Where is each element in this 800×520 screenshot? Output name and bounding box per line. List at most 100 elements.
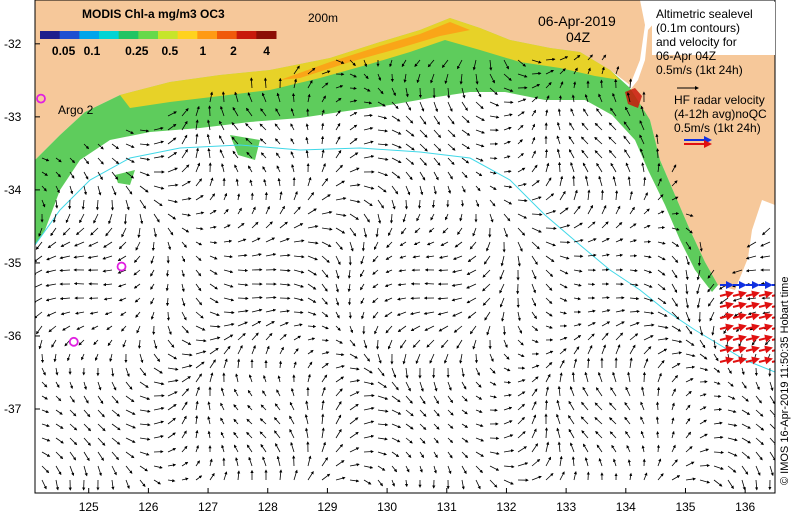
velocity-arrow (151, 241, 155, 252)
velocity-arrow (503, 227, 508, 238)
velocity-arrow (629, 322, 640, 327)
velocity-arrow (278, 360, 283, 369)
velocity-arrow (447, 157, 455, 165)
velocity-arrow (321, 283, 328, 292)
velocity-arrow (598, 175, 603, 187)
velocity-arrow (377, 143, 389, 147)
velocity-arrow (117, 269, 127, 274)
velocity-arrow (489, 156, 498, 160)
velocity-arrow (363, 185, 375, 190)
altimetry-line-1: Altimetric sealevel (656, 7, 753, 21)
velocity-arrow (125, 143, 135, 148)
velocity-arrow (335, 364, 345, 369)
velocity-arrow (601, 321, 611, 327)
velocity-arrow (321, 362, 329, 369)
velocity-arrow (517, 325, 522, 334)
velocity-arrow (347, 269, 351, 279)
velocity-arrow (596, 162, 603, 173)
velocity-arrow (545, 325, 553, 329)
velocity-arrow (746, 241, 757, 248)
velocity-arrow (584, 175, 589, 187)
velocity-arrow (167, 339, 175, 348)
velocity-arrow (545, 177, 552, 187)
velocity-arrow (424, 282, 435, 286)
velocity-arrow (107, 339, 113, 347)
velocity-arrow (221, 163, 225, 173)
velocity-arrow (349, 199, 361, 204)
velocity-arrow (347, 283, 351, 293)
velocity-arrow (150, 269, 155, 277)
velocity-arrow (349, 353, 358, 359)
velocity-arrow (601, 253, 610, 257)
velocity-arrow (50, 227, 57, 237)
velocity-arrow (321, 163, 326, 173)
velocity-arrow (167, 167, 178, 173)
velocity-arrow (559, 224, 571, 229)
y-tick-label: -35 (4, 256, 22, 270)
velocity-arrow (279, 309, 290, 313)
velocity-arrow (472, 227, 477, 237)
velocity-arrow (568, 135, 575, 145)
velocity-arrow (475, 171, 483, 177)
velocity-arrow (105, 227, 113, 237)
velocity-arrow (499, 297, 505, 308)
velocity-arrow (559, 336, 568, 341)
velocity-arrow (503, 87, 514, 92)
velocity-arrow (403, 73, 407, 83)
velocity-arrow (249, 77, 254, 89)
velocity-arrow (475, 87, 482, 98)
velocity-arrow (83, 185, 88, 196)
velocity-arrow (377, 367, 385, 377)
velocity-arrow (136, 325, 141, 334)
velocity-arrow (293, 310, 304, 315)
colorbar-swatch (99, 31, 120, 39)
velocity-arrow (601, 296, 610, 300)
velocity-arrow (531, 150, 536, 159)
velocity-arrow (307, 255, 318, 261)
velocity-arrow (260, 108, 267, 117)
velocity-arrow (759, 255, 771, 259)
velocity-arrow (45, 283, 57, 287)
velocity-arrow (290, 138, 295, 145)
velocity-arrow (349, 167, 360, 173)
colorbar-tick-label: 4 (263, 44, 270, 58)
velocity-arrow (221, 91, 225, 103)
velocity-arrow (419, 185, 424, 196)
velocity-arrow (685, 269, 689, 281)
velocity-arrow (685, 227, 693, 234)
velocity-arrow (97, 143, 104, 150)
velocity-arrow (335, 325, 341, 331)
velocity-arrow (265, 205, 270, 215)
velocity-arrow (517, 241, 523, 252)
velocity-arrow (335, 136, 341, 145)
velocity-arrow (601, 238, 610, 243)
velocity-arrow (181, 164, 190, 173)
velocity-arrow (559, 190, 566, 201)
velocity-arrow (629, 333, 639, 341)
velocity-arrow (259, 138, 267, 145)
velocity-arrow (335, 311, 340, 319)
velocity-arrow (441, 59, 449, 69)
velocity-arrow (412, 255, 421, 259)
velocity-arrow (475, 185, 481, 192)
velocity-arrow (265, 345, 270, 355)
velocity-arrow (235, 178, 239, 187)
velocity-arrow (731, 269, 743, 274)
velocity-arrow (587, 344, 593, 355)
velocity-arrow (335, 269, 340, 280)
velocity-arrow (349, 112, 358, 117)
velocity-arrow (231, 136, 239, 145)
velocity-arrow (545, 269, 554, 277)
velocity-arrow (629, 190, 633, 201)
velocity-arrow (293, 335, 302, 341)
velocity-arrow (293, 191, 298, 201)
velocity-arrow (391, 171, 401, 179)
velocity-arrow (363, 140, 374, 145)
velocity-arrow (385, 325, 393, 334)
velocity-arrow (153, 213, 160, 223)
velocity-arrow (219, 149, 225, 159)
velocity-arrow (531, 339, 539, 343)
velocity-arrow (153, 140, 165, 145)
x-tick-label: 132 (496, 500, 516, 514)
velocity-arrow (685, 283, 689, 295)
